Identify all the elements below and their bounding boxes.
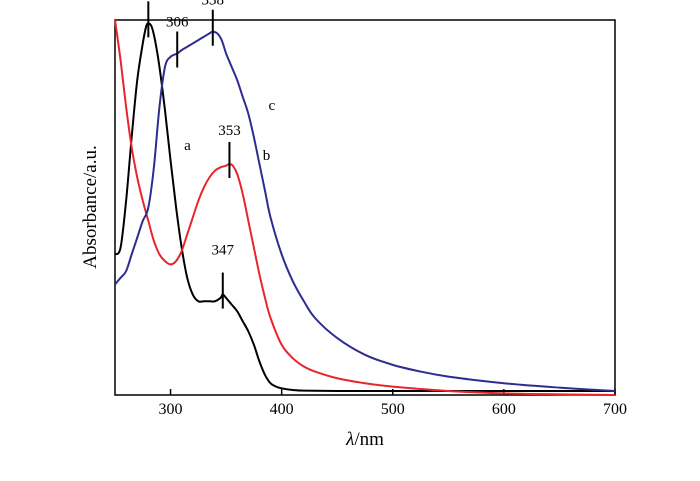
- annotations: a b c: [184, 98, 275, 164]
- peak-label-338: 338: [202, 0, 225, 9]
- peak-label-353: 353: [218, 123, 241, 139]
- x-tick-label: 500: [381, 401, 405, 418]
- curve-label-c: c: [269, 98, 276, 114]
- series-line-c: [114, 30, 616, 392]
- series-line-b: [114, 19, 616, 396]
- x-axis-label-unit: /nm: [354, 429, 384, 450]
- x-axis-ticks: 300 400 500 600 700: [159, 389, 627, 418]
- x-tick-label: 400: [270, 401, 294, 418]
- y-axis-label: Absorbance/a.u.: [80, 145, 101, 268]
- x-axis-label: λ/nm: [345, 429, 384, 450]
- x-axis-label-symbol: λ: [345, 429, 354, 450]
- plot-frame: [114, 19, 616, 396]
- curve-label-b: b: [263, 148, 271, 164]
- peak-label-306: 306: [166, 14, 189, 30]
- spectrum-curves: [114, 19, 616, 396]
- peak-label-347: 347: [212, 243, 235, 259]
- peak-markers: 280306338353347: [137, 0, 241, 309]
- x-tick-label: 600: [492, 401, 516, 418]
- curve-label-a: a: [184, 138, 191, 154]
- series-line-a: [114, 22, 615, 393]
- x-tick-label: 300: [159, 401, 183, 418]
- x-tick-label: 700: [603, 401, 627, 418]
